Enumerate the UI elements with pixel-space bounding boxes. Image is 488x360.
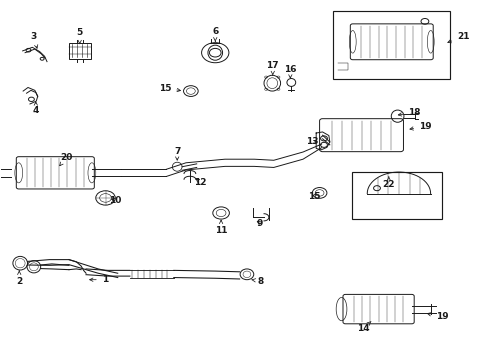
Bar — [351, 172, 442, 219]
Bar — [69, 43, 91, 59]
Text: 18: 18 — [397, 108, 420, 117]
Text: 10: 10 — [109, 195, 122, 204]
Text: 16: 16 — [284, 65, 296, 78]
Text: 7: 7 — [174, 147, 180, 160]
Text: 15: 15 — [307, 192, 320, 201]
Text: 13: 13 — [305, 138, 318, 147]
Text: 3: 3 — [31, 32, 38, 48]
Text: 2: 2 — [16, 271, 22, 285]
Text: 19: 19 — [409, 122, 431, 131]
Text: 19: 19 — [427, 312, 447, 321]
Text: 9: 9 — [256, 219, 263, 228]
Text: 14: 14 — [356, 321, 370, 333]
Text: 22: 22 — [382, 177, 394, 189]
Text: 11: 11 — [214, 220, 227, 235]
Text: 12: 12 — [194, 177, 206, 186]
Bar — [332, 12, 449, 79]
Text: 21: 21 — [447, 32, 468, 43]
Text: 8: 8 — [251, 276, 264, 285]
Text: 15: 15 — [159, 84, 180, 93]
Text: 6: 6 — [212, 27, 218, 41]
Text: 4: 4 — [33, 102, 39, 115]
Text: 1: 1 — [89, 275, 108, 284]
Text: 5: 5 — [77, 28, 82, 44]
Text: 20: 20 — [60, 153, 72, 166]
Text: 17: 17 — [266, 61, 279, 75]
